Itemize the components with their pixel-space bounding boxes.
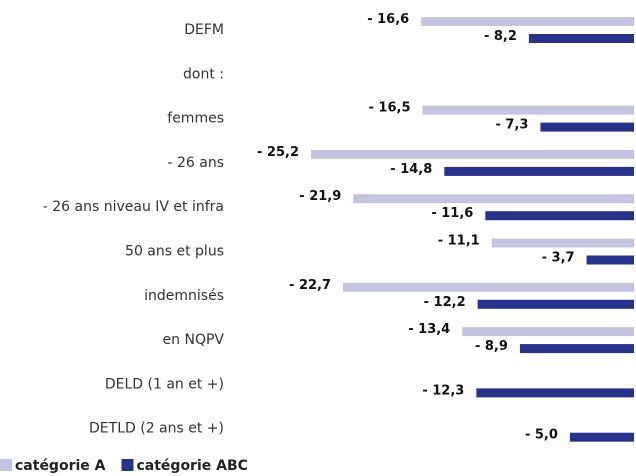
value-label: - 8,9 bbox=[475, 339, 508, 354]
value-label: - 22,7 bbox=[289, 278, 331, 293]
bar bbox=[444, 166, 634, 176]
value-label: - 16,5 bbox=[369, 101, 411, 116]
bar bbox=[311, 149, 634, 159]
value-label: - 12,3 bbox=[422, 383, 464, 398]
legend-label: catégorie ABC bbox=[136, 458, 247, 474]
bar bbox=[353, 194, 634, 204]
legend-swatch bbox=[121, 459, 134, 471]
bar bbox=[540, 122, 634, 132]
value-label: - 5,0 bbox=[525, 428, 558, 443]
legend-label: catégorie A bbox=[15, 458, 106, 474]
bar bbox=[477, 299, 634, 309]
value-label: - 21,9 bbox=[299, 189, 341, 204]
bar bbox=[586, 255, 634, 265]
value-label: - 13,4 bbox=[408, 322, 450, 337]
bar bbox=[491, 238, 634, 248]
bar bbox=[462, 327, 634, 337]
bar bbox=[343, 282, 634, 292]
category-label: - 26 ans niveau IV et infra bbox=[43, 199, 224, 215]
value-label: - 3,7 bbox=[542, 251, 575, 266]
value-label: - 12,2 bbox=[424, 295, 466, 310]
legend-swatch bbox=[0, 459, 12, 471]
category-label: DELD (1 an et +) bbox=[105, 376, 224, 392]
value-label: - 11,1 bbox=[438, 234, 480, 249]
category-label: en NQPV bbox=[163, 332, 225, 348]
value-label: - 14,8 bbox=[390, 162, 432, 177]
category-label: dont : bbox=[183, 66, 224, 82]
category-label: DEFM bbox=[184, 22, 224, 38]
value-label: - 11,6 bbox=[431, 206, 473, 221]
bar bbox=[476, 388, 634, 398]
value-label: - 8,2 bbox=[484, 29, 517, 44]
value-label: - 16,6 bbox=[367, 12, 409, 27]
bar bbox=[528, 34, 634, 43]
value-label: - 25,2 bbox=[257, 145, 299, 160]
bar bbox=[519, 344, 634, 354]
bar bbox=[569, 432, 634, 442]
value-label: - 7,3 bbox=[495, 118, 528, 133]
category-label: 50 ans et plus bbox=[125, 244, 224, 260]
category-label: - 26 ans bbox=[167, 155, 224, 171]
category-label: DETLD (2 ans et +) bbox=[89, 421, 224, 437]
bar bbox=[421, 17, 634, 26]
category-label: indemnisés bbox=[144, 288, 224, 304]
bar bbox=[485, 211, 634, 221]
category-label: femmes bbox=[167, 111, 224, 127]
bar bbox=[422, 105, 634, 115]
